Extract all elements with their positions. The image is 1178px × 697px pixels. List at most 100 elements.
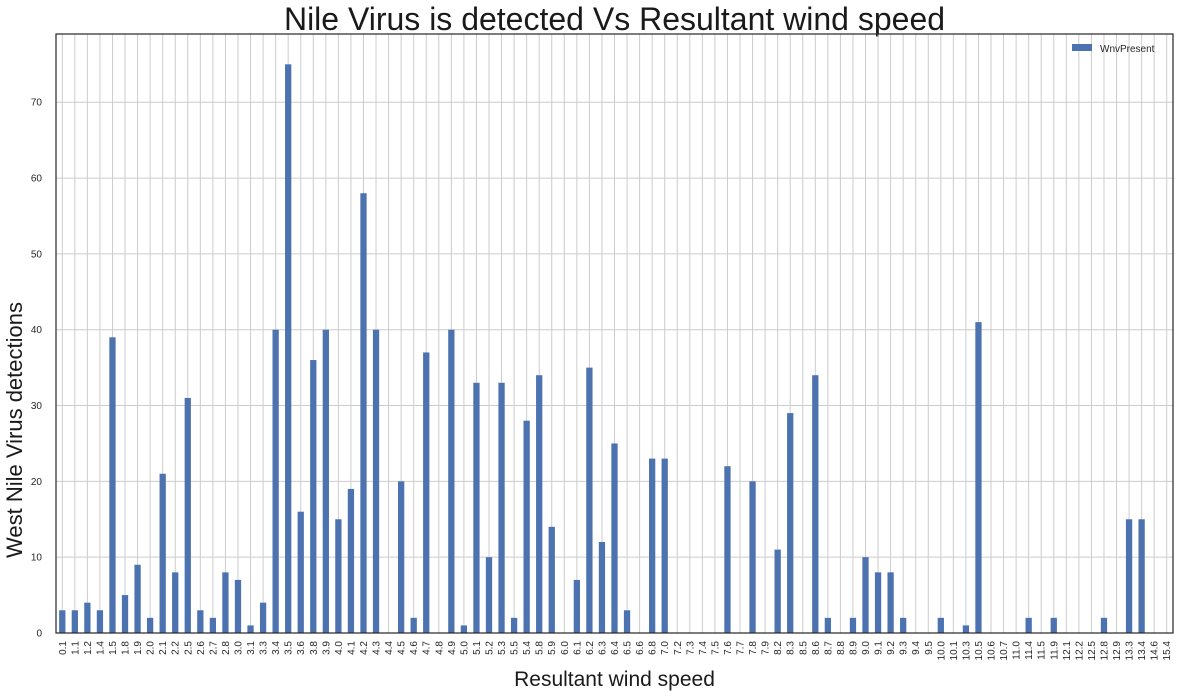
x-tick-label: 5.3 [497,641,508,655]
bar [259,602,267,633]
bar [84,602,91,633]
x-tick-label: 4.8 [434,641,445,655]
x-tick-label: 4.3 [372,641,383,655]
x-tick-label: 9.4 [911,641,922,655]
bar [222,572,229,633]
x-tick-label: 2.6 [196,641,207,655]
x-tick-label: 3.9 [321,641,332,655]
x-tick-label: 1.1 [70,641,81,655]
x-tick-label: 12.9 [1112,641,1123,661]
x-tick-label: 9.5 [924,641,935,655]
bar [724,466,731,633]
x-tick-label: 10.3 [961,641,972,661]
x-tick-label: 12.2 [1074,641,1085,661]
bar [812,375,819,633]
y-tick-label: 20 [31,477,43,488]
chart-title: Nile Virus is detected Vs Resultant wind… [283,1,946,37]
x-tick-label: 2.7 [208,641,219,655]
x-tick-label: 7.5 [710,641,721,655]
x-tick-label: 8.6 [811,641,822,655]
x-tick-label: 3.0 [233,641,244,655]
bar [962,625,970,633]
bar [184,397,191,633]
x-tick-label: 0.1 [58,641,69,655]
x-tick-label: 11.4 [1024,641,1035,660]
bar [649,458,656,633]
x-tick-label: 5.8 [535,641,546,655]
x-tick-label: 1.4 [95,641,106,655]
legend: WnvPresent [1072,44,1155,55]
x-tick-label: 6.2 [585,641,596,655]
x-tick-label: 6.3 [597,641,608,655]
x-tick-label: 4.4 [384,641,395,655]
bar [347,488,355,633]
bar [1050,617,1057,633]
bar [172,572,179,633]
x-tick-label: 8.7 [823,641,834,655]
x-tick-label: 2.2 [171,641,182,655]
bar [485,557,493,633]
y-tick-label: 40 [31,325,43,336]
bar [1125,519,1133,633]
x-tick-label: 9.3 [899,641,910,655]
bar [937,617,944,633]
bar [749,481,756,633]
bar [71,610,78,633]
x-tick-label: 11.5 [1037,641,1048,660]
x-tick-label: 7.4 [698,641,709,655]
bar [410,617,417,633]
x-tick-label: 6.0 [560,641,571,655]
x-tick-label: 14.6 [1150,641,1161,661]
bar [774,549,781,633]
bar [536,375,543,633]
x-tick-label: 3.5 [284,641,295,655]
x-tick-label: 6.4 [610,641,621,655]
x-tick-label: 10.6 [987,641,998,661]
x-tick-label: 1.2 [83,641,94,655]
bar [862,557,869,633]
bar [849,617,857,633]
bar [611,443,618,633]
x-tick-label: 11.9 [1049,641,1060,660]
x-tick-label: 2.8 [221,641,232,655]
x-tick-label: 8.3 [786,641,797,655]
bar [159,473,166,633]
bar [423,352,430,633]
x-tick-label: 12.1 [1062,641,1073,661]
y-tick-label: 10 [31,553,43,564]
bar [234,579,242,633]
x-tick-label: 3.1 [246,641,257,655]
bar [448,329,455,633]
x-tick-label: 9.1 [874,641,885,655]
bar [460,625,468,633]
y-tick-label: 70 [31,98,43,109]
x-tick-label: 9.0 [861,641,872,655]
bar [310,360,317,633]
bar [398,481,405,633]
x-tick-label: 12.5 [1087,641,1098,661]
bar [197,610,204,633]
x-tick-label: 5.5 [510,641,521,655]
x-tick-label: 1.8 [121,641,132,655]
bar [247,625,254,633]
bar [498,382,505,633]
x-tick-label: 13.4 [1137,641,1148,661]
bar [661,458,668,633]
x-tick-label: 4.7 [422,641,433,655]
x-tick-label: 8.5 [798,641,809,655]
x-tick-label: 7.8 [748,641,759,655]
x-tick-label: 4.9 [447,641,458,655]
bar [1100,617,1108,633]
bar [573,579,580,633]
bar [96,610,104,633]
x-tick-label: 7.3 [685,641,696,655]
legend-swatch [1072,44,1092,51]
bar [1025,617,1032,633]
x-tick-label: 5.2 [484,641,495,655]
x-tick-label: 3.4 [271,641,282,655]
bar [548,526,555,633]
bar [1138,519,1145,633]
bar [900,617,907,633]
x-tick-label: 8.8 [836,641,847,655]
x-tick-label: 10.5 [974,641,985,661]
